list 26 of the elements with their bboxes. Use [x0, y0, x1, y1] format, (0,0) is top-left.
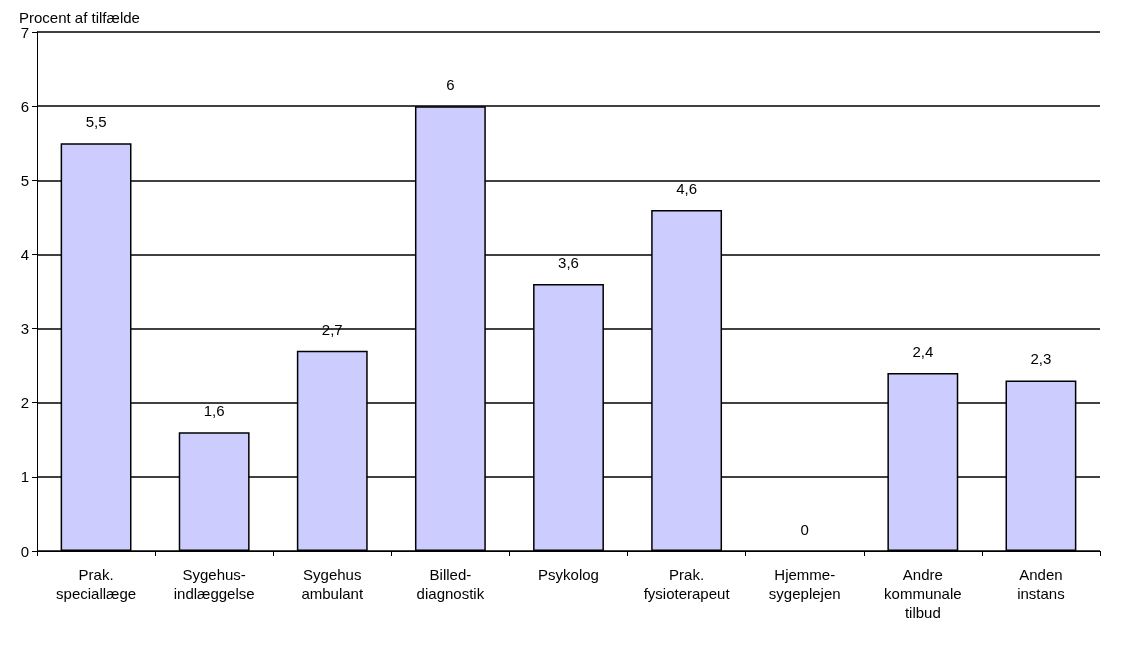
- x-tick-label: Prak. speciallæge: [56, 566, 137, 602]
- data-label: 5,5: [85, 113, 107, 131]
- x-tick-label: Sygehus- indlæggelse: [173, 566, 255, 602]
- y-axis-title: Procent af tilfælde: [19, 8, 140, 26]
- y-tick-label: 2: [20, 394, 29, 412]
- y-tick-label: 3: [20, 320, 29, 338]
- data-label: 1,6: [203, 402, 225, 420]
- x-tick-label: Billed- diagnostik: [416, 566, 485, 602]
- x-tick-label: Sygehus ambulant: [301, 566, 364, 602]
- x-tick-label: Prak. fysioterapeut: [643, 566, 731, 602]
- y-tick-label: 0: [20, 542, 29, 560]
- x-tick-label: Andre kommunale tilbud: [884, 566, 962, 621]
- x-tick-label: Hjemme- sygeplejen: [768, 566, 841, 602]
- x-tick-label: Psykolog: [538, 566, 599, 583]
- x-tick-label: Anden instans: [1017, 566, 1065, 602]
- data-label: 6: [446, 76, 455, 94]
- y-tick-label: 4: [20, 245, 29, 263]
- data-label: 3,6: [558, 254, 579, 272]
- data-label: 2,4: [912, 343, 934, 361]
- y-tick-label: 7: [20, 23, 29, 41]
- y-tick-label: 5: [20, 171, 29, 189]
- y-tick-label: 1: [20, 468, 29, 486]
- y-tick-label: 6: [20, 97, 29, 115]
- data-label: 0: [800, 521, 809, 538]
- data-label: 4,6: [676, 179, 698, 197]
- data-label: 2,3: [1030, 350, 1052, 368]
